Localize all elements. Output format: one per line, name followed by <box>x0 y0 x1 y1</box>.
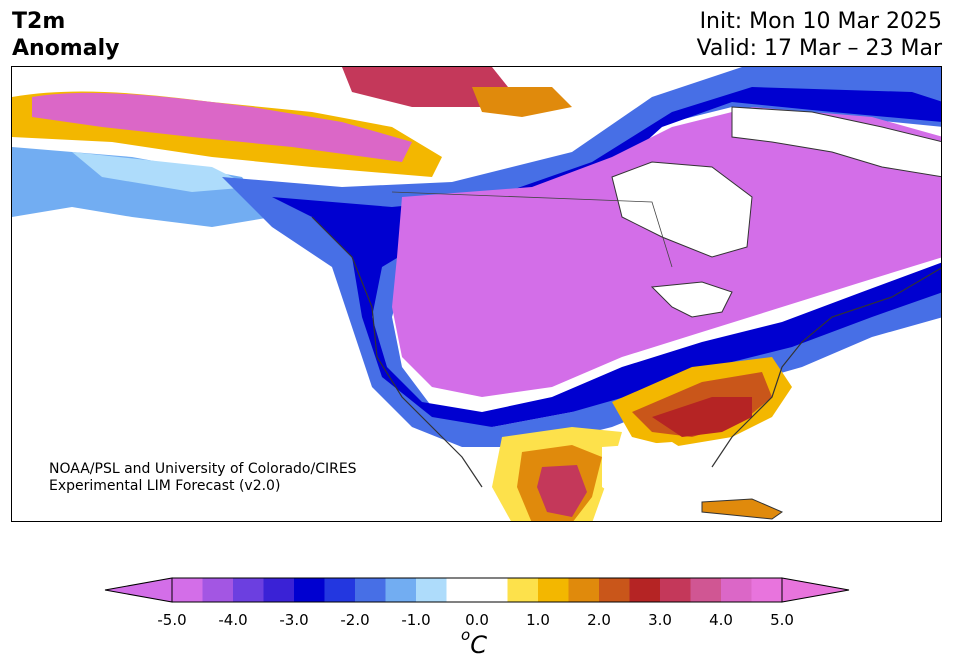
colorbar-segment <box>568 578 600 602</box>
colorbar-segment <box>233 578 264 602</box>
colorbar-segment <box>660 578 691 602</box>
gulf-of-mexico <box>602 442 712 507</box>
colorbar-tick-label: 4.0 <box>709 611 733 629</box>
west-coast-outline <box>311 216 483 488</box>
colorbar-ticks: -5.0 -4.0 -3.0 -2.0 -1.0 0.0 1.0 2.0 3.0 4.0 5.0 <box>0 611 954 631</box>
colorbar-segment <box>202 578 234 602</box>
colorbar-tick-label: -5.0 <box>157 611 187 629</box>
map-title: T2m Anomaly <box>12 8 119 62</box>
colorbar-tick-label: 3.0 <box>648 611 672 629</box>
colorbar-segment <box>690 578 722 602</box>
credit-line-1: NOAA/PSL and University of Colorado/CIRE… <box>49 461 357 477</box>
colorbar-segment <box>629 578 661 602</box>
colorbar-unit-label: oC <box>461 626 487 659</box>
credit-line-2: Experimental LIM Forecast (v2.0) <box>49 478 281 494</box>
colorbar-tick-label: 5.0 <box>770 611 794 629</box>
colorbar-segment <box>385 578 417 602</box>
forecast-dates: Init: Mon 10 Mar 2025 Valid: 17 Mar – 23… <box>697 8 942 62</box>
anomaly-region-cold-band-inner <box>272 87 941 427</box>
colorbar-segment <box>355 578 386 602</box>
great-lakes <box>650 281 733 318</box>
anomaly-region-southeast-hot <box>652 397 752 437</box>
colorbar-tick-label: 2.0 <box>587 611 611 629</box>
colorbar-segment <box>324 578 356 602</box>
colorbar-segment <box>507 578 539 602</box>
anomaly-region-central-cold-core <box>392 107 941 397</box>
anomaly-region-alaska-hot <box>32 92 412 162</box>
east-coast-outline <box>711 267 941 468</box>
colorbar-tick-label: 1.0 <box>526 611 550 629</box>
anomaly-region-nw-territories-orange <box>472 87 572 117</box>
anomaly-map: NOAA/PSL and University of Colorado/CIRE… <box>11 66 942 522</box>
colorbar-segment <box>721 578 752 602</box>
hudson-bay <box>611 161 753 258</box>
title-line-2: Anomaly <box>12 36 120 61</box>
colorbar-extend-high <box>781 577 850 603</box>
colorbar-segment <box>263 578 295 602</box>
cuba <box>701 498 784 520</box>
colorbar-segment <box>477 578 508 602</box>
anomaly-region-alaska-cool-light <box>72 152 252 192</box>
colorbar-segment <box>416 578 447 602</box>
unit-celsius: C <box>470 631 487 659</box>
colorbar-segment <box>599 578 630 602</box>
colorbar-segment <box>172 578 203 602</box>
colorbar-segment <box>294 578 325 602</box>
unit-degree: o <box>461 626 471 644</box>
init-date: Init: Mon 10 Mar 2025 <box>699 9 942 34</box>
credit-text: NOAA/PSL and University of Colorado/CIRE… <box>49 461 357 495</box>
anomaly-region-yukon-red <box>342 67 512 107</box>
colorbar-extend-low <box>104 577 173 603</box>
title-line-1: T2m <box>12 9 66 34</box>
valid-range: Valid: 17 Mar – 23 Mar <box>696 36 942 61</box>
colorbar-tick-label: -3.0 <box>279 611 309 629</box>
colorbar-frame <box>171 577 783 603</box>
us-canada-border <box>391 191 673 268</box>
colorbar-tick-label: -1.0 <box>401 611 431 629</box>
colorbar-segment <box>751 578 783 602</box>
colorbar <box>104 577 850 603</box>
colorbar-tick-label: -4.0 <box>218 611 248 629</box>
colorbar-tick-label: -2.0 <box>340 611 370 629</box>
anomaly-region-bering-cool <box>12 147 272 227</box>
colorbar-segment <box>538 578 569 602</box>
colorbar-segment <box>446 578 478 602</box>
colorbar-tick-label: 0.0 <box>465 611 489 629</box>
arctic-islands <box>731 106 941 178</box>
map-canvas <box>12 67 941 521</box>
anomaly-region-texas-hot <box>537 465 587 517</box>
